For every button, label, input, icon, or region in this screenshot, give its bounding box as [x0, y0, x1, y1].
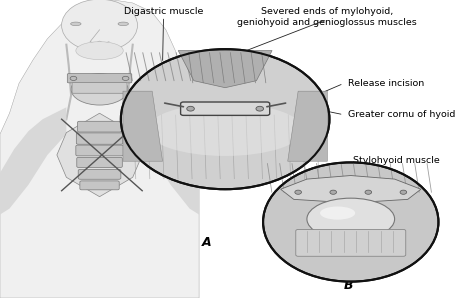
Circle shape: [122, 76, 129, 80]
FancyBboxPatch shape: [80, 181, 119, 190]
Polygon shape: [178, 51, 272, 88]
FancyBboxPatch shape: [76, 133, 123, 144]
Text: Greater cornu of hyoid: Greater cornu of hyoid: [348, 110, 456, 119]
Circle shape: [295, 190, 301, 194]
Ellipse shape: [147, 103, 303, 156]
Polygon shape: [123, 91, 163, 161]
Ellipse shape: [71, 22, 81, 26]
Ellipse shape: [121, 49, 329, 189]
Text: A: A: [201, 236, 211, 249]
Polygon shape: [0, 107, 66, 215]
FancyBboxPatch shape: [296, 229, 406, 256]
Ellipse shape: [118, 22, 128, 26]
FancyBboxPatch shape: [77, 157, 122, 167]
FancyBboxPatch shape: [181, 102, 270, 115]
Ellipse shape: [71, 74, 128, 105]
Text: Hyoid: Hyoid: [183, 156, 210, 165]
Ellipse shape: [76, 42, 123, 60]
Circle shape: [70, 76, 77, 80]
Circle shape: [330, 190, 337, 194]
Polygon shape: [0, 0, 199, 298]
FancyBboxPatch shape: [78, 169, 121, 179]
Polygon shape: [133, 107, 199, 215]
FancyBboxPatch shape: [67, 74, 132, 83]
FancyBboxPatch shape: [77, 121, 121, 132]
Ellipse shape: [62, 0, 137, 51]
Polygon shape: [57, 113, 142, 197]
Circle shape: [187, 106, 194, 111]
Ellipse shape: [320, 207, 355, 220]
Ellipse shape: [263, 162, 438, 282]
Polygon shape: [281, 176, 421, 203]
Ellipse shape: [121, 49, 329, 189]
Circle shape: [400, 190, 407, 194]
Circle shape: [256, 106, 264, 111]
Circle shape: [365, 190, 372, 194]
Text: B: B: [344, 279, 353, 292]
Text: Digastric muscle: Digastric muscle: [124, 7, 203, 16]
Text: Stylohyoid muscle: Stylohyoid muscle: [353, 156, 440, 165]
FancyBboxPatch shape: [72, 83, 127, 93]
FancyBboxPatch shape: [76, 145, 123, 156]
Ellipse shape: [307, 198, 394, 240]
Polygon shape: [288, 91, 328, 161]
Text: Severed ends of mylohyoid,
geniohyoid and genioglossus muscles: Severed ends of mylohyoid, geniohyoid an…: [237, 7, 417, 27]
Text: Release incision: Release incision: [348, 79, 425, 88]
